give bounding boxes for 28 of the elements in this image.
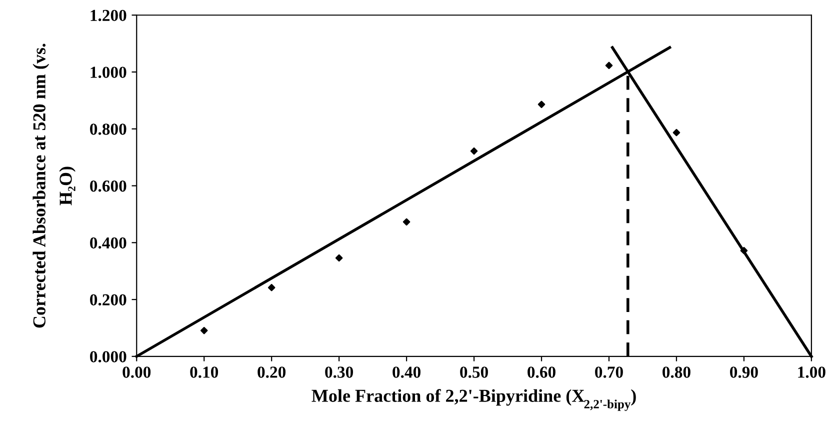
x-tick-label: 0.50 <box>460 366 488 378</box>
point <box>402 218 410 226</box>
y-axis-title: Corrected Absorbance at 520 nm (vs. H₂O) <box>32 44 76 328</box>
x-tick-label: 0.00 <box>122 366 151 378</box>
x-tick-label: 1.00 <box>798 366 826 378</box>
x-tick-label: 0.20 <box>258 366 286 378</box>
point <box>740 246 748 254</box>
point <box>470 147 478 155</box>
point <box>672 128 680 136</box>
x-tick-label: 0.70 <box>595 366 623 378</box>
point <box>268 284 276 292</box>
y-tick-label: 0.600 <box>90 180 126 192</box>
x-tick-label: 0.10 <box>190 366 218 378</box>
y-tick-label: 1.200 <box>90 10 126 22</box>
x-tick-label: 0.80 <box>662 366 690 378</box>
y-tick-label: 0.800 <box>90 124 126 135</box>
x-tick-label: 0.60 <box>528 366 556 378</box>
x-tick-label: 0.40 <box>392 366 420 378</box>
point <box>335 254 343 262</box>
y-tick-label: 0.000 <box>90 351 126 362</box>
y-tick-label: 0.200 <box>90 294 126 306</box>
point <box>605 62 613 70</box>
point <box>538 100 546 108</box>
point <box>200 326 208 334</box>
x-tick-label: 0.30 <box>325 366 354 378</box>
y-tick-label: 1.000 <box>90 66 126 78</box>
y-tick-label: 0.400 <box>90 237 126 249</box>
x-tick-label: 0.90 <box>730 366 758 378</box>
